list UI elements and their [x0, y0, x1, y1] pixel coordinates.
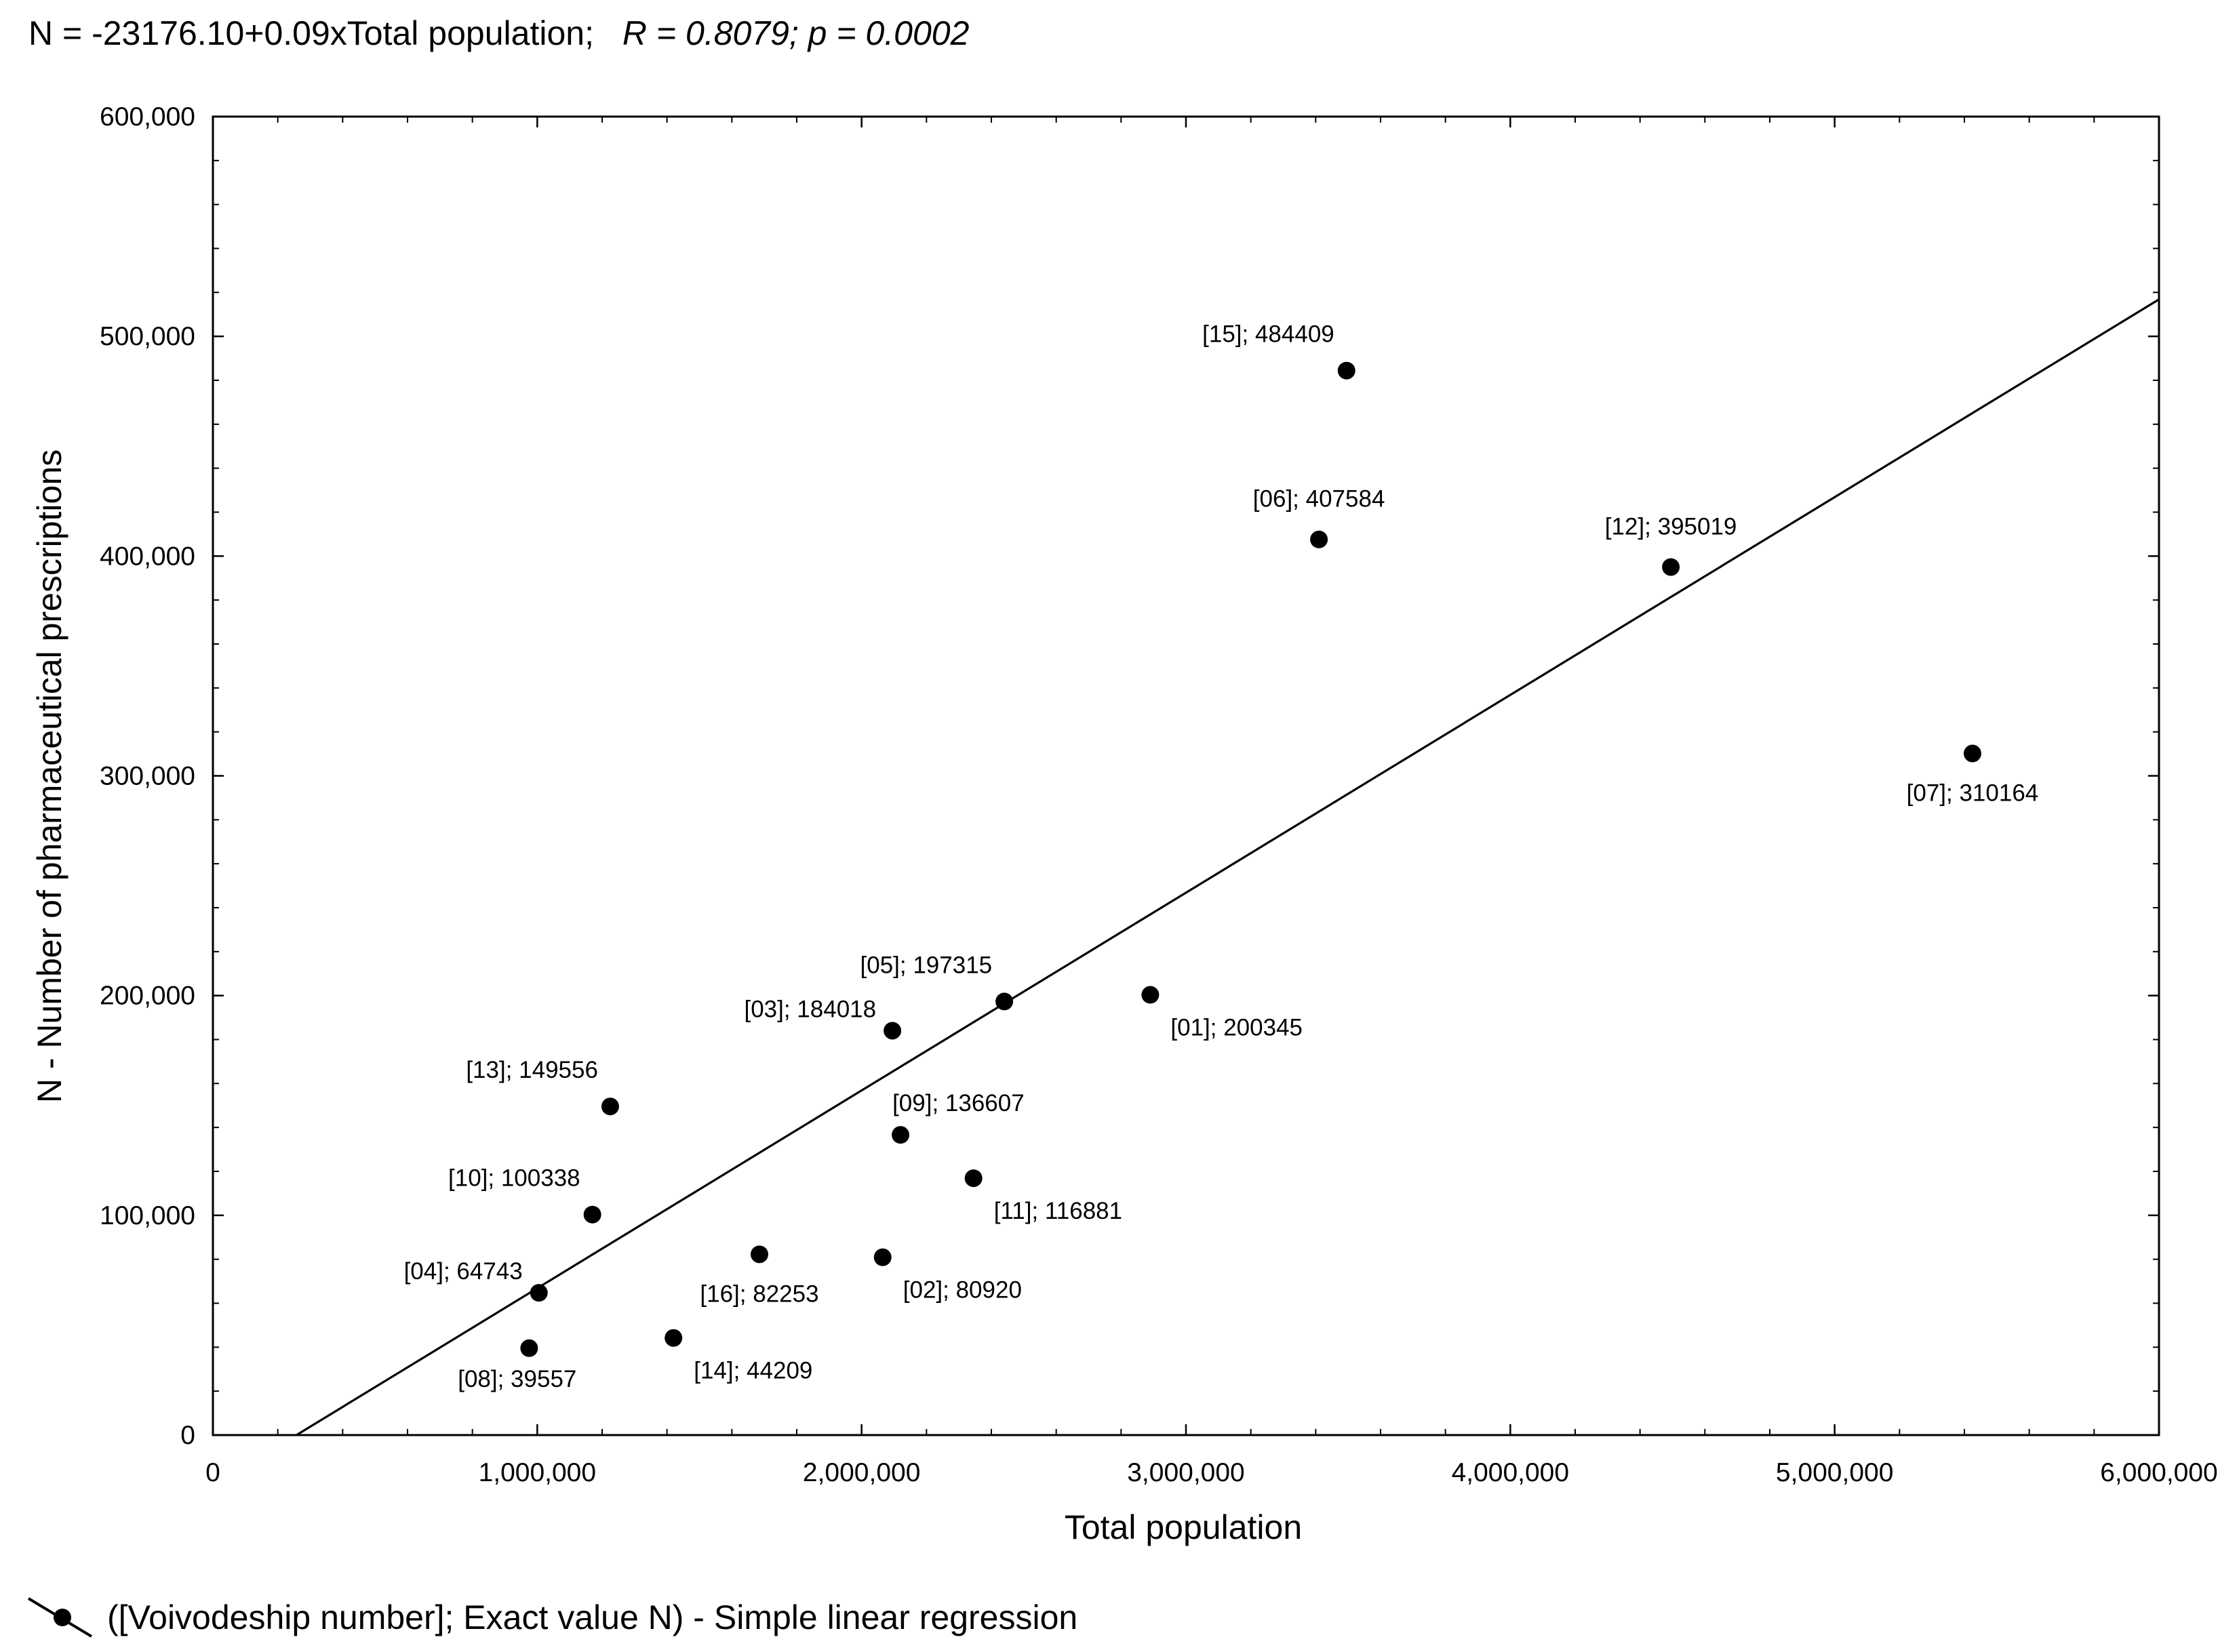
legend-symbol-icon [27, 1597, 93, 1638]
x-tick-label: 0 [205, 1458, 220, 1487]
data-point-02 [873, 1248, 892, 1266]
data-point-16 [750, 1245, 768, 1264]
data-label-10: [10]; 100338 [448, 1165, 580, 1192]
data-point-10 [583, 1205, 601, 1224]
regression-line-group [296, 298, 2160, 1436]
data-label-01: [01]; 200345 [1170, 1015, 1303, 1041]
y-tick-label: 400,000 [100, 542, 195, 571]
data-point-04 [530, 1284, 548, 1302]
regression-equation: N = -23176.10+0.09xTotal population; [28, 14, 594, 52]
y-tick-label: 300,000 [100, 762, 195, 791]
data-label-14: [14]; 44209 [694, 1358, 812, 1384]
data-point-11 [964, 1169, 983, 1188]
data-point-09 [892, 1126, 910, 1144]
data-point-07 [1963, 744, 1981, 763]
data-label-09: [09]; 136607 [892, 1090, 1025, 1116]
regression-line [296, 298, 2160, 1436]
chart-title: N = -23176.10+0.09xTotal population; R =… [28, 14, 970, 52]
x-tick-label: 6,000,000 [2100, 1458, 2218, 1487]
x-tick-label: 5,000,000 [1776, 1458, 1894, 1487]
x-tick-label: 3,000,000 [1127, 1458, 1245, 1487]
data-label-02: [02]; 80920 [903, 1277, 1022, 1304]
y-axis-label: N - Number of pharmaceutical prescriptio… [31, 449, 68, 1103]
data-label-06: [06]; 407584 [1253, 486, 1385, 512]
data-point-03 [884, 1022, 902, 1040]
minor-ticks [213, 117, 2159, 1435]
data-point-13 [601, 1097, 619, 1116]
x-tick-label: 1,000,000 [479, 1458, 597, 1487]
legend-text: ([Voivodeship number]; Exact value N) - … [107, 1598, 1077, 1636]
y-tick-label: 600,000 [100, 102, 195, 132]
data-label-05: [05]; 197315 [860, 952, 993, 978]
x-axis: 0 1,000,000 2,000,000 3,000,000 4,000,000 5,0… [205, 117, 2218, 1487]
regression-statistics: R = 0.8079; p = 0.0002 [622, 14, 970, 52]
data-label-15: [15]; 484409 [1202, 321, 1334, 348]
y-tick-label: 0 [180, 1421, 195, 1450]
data-label-03: [03]; 184018 [744, 996, 876, 1022]
data-point-12 [1662, 558, 1680, 576]
x-tick-label: 4,000,000 [1452, 1458, 1570, 1487]
data-points: [01]; 200345 [02]; 80920 [03]; 184018 [04];… [404, 321, 2039, 1392]
y-axis: 0 100,000 200,000 300,000 400,000 500,000 600,… [100, 102, 2159, 1450]
legend: ([Voivodeship number]; Exact value N) - … [27, 1597, 1077, 1638]
y-tick-label: 100,000 [100, 1201, 195, 1230]
data-label-08: [08]; 39557 [458, 1366, 576, 1392]
data-point-06 [1310, 530, 1328, 548]
data-point-15 [1337, 361, 1355, 380]
plot-area [212, 115, 2160, 1436]
data-label-04: [04]; 64743 [404, 1258, 523, 1285]
x-axis-label: Total population [1065, 1508, 1302, 1546]
svg-text:N = -23176.10+0.09xTotal popul: N = -23176.10+0.09xTotal population; R =… [28, 14, 970, 52]
x-tick-label: 2,000,000 [803, 1458, 921, 1487]
data-point-01 [1141, 986, 1160, 1004]
data-label-12: [12]; 395019 [1605, 513, 1737, 540]
data-point-05 [995, 992, 1014, 1011]
data-point-08 [520, 1339, 538, 1357]
y-tick-label: 200,000 [100, 982, 195, 1011]
data-label-16: [16]; 82253 [700, 1281, 818, 1307]
data-label-11: [11]; 116881 [994, 1198, 1122, 1224]
data-point-14 [665, 1329, 683, 1347]
y-tick-label: 500,000 [100, 322, 195, 351]
data-label-13: [13]; 149556 [466, 1057, 598, 1083]
data-label-07: [07]; 310164 [1907, 780, 2039, 807]
